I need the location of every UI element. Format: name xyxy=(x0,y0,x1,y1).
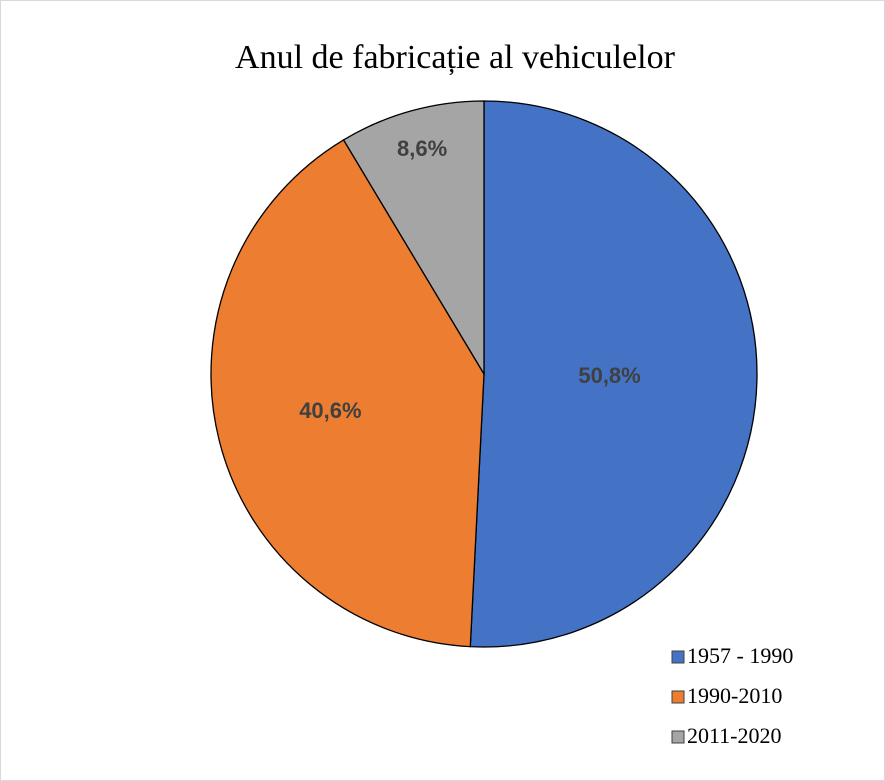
pie-slice xyxy=(469,100,758,648)
legend-label: 2011-2020 xyxy=(687,723,782,748)
pie-slice xyxy=(342,100,485,377)
data-label: 50,8% xyxy=(578,363,640,388)
pie-slice xyxy=(210,139,485,648)
legend-label: 1957 - 1990 xyxy=(687,643,793,668)
legend-label: 1990-2010 xyxy=(687,683,782,708)
legend-swatch xyxy=(671,730,685,744)
data-label: 40,6% xyxy=(299,398,361,423)
legend-swatch xyxy=(671,650,685,664)
chart-title: Anul de fabricație al vehiculelor xyxy=(235,39,676,76)
data-label: 8,6% xyxy=(397,136,447,161)
legend-swatch xyxy=(671,690,685,704)
